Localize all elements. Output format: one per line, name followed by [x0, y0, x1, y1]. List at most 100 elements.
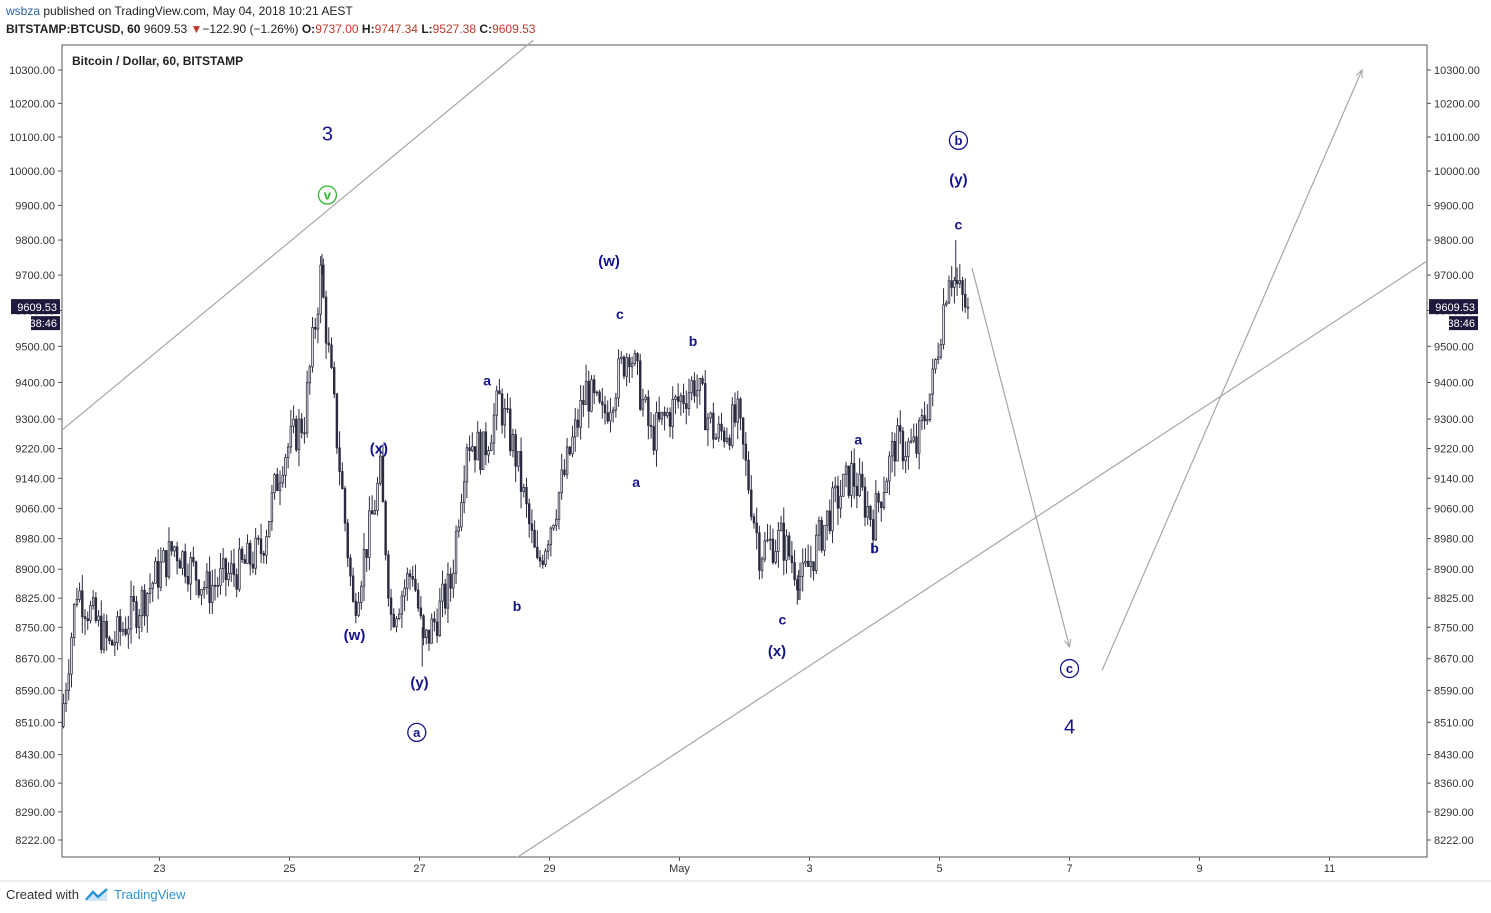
candle-body: [178, 560, 182, 569]
candle-body: [262, 553, 265, 556]
candle-body: [763, 540, 767, 560]
y-tick-label-right: 9900.00: [1434, 200, 1474, 212]
candle-body: [926, 418, 929, 422]
candle-body: [869, 505, 872, 520]
x-tick-label: 23: [153, 863, 165, 875]
y-tick-label-right: 8900.00: [1434, 564, 1474, 576]
candle-body: [690, 380, 693, 394]
wave-label-circled: a: [413, 725, 421, 740]
candle-body: [376, 482, 379, 511]
wave-label: a: [854, 431, 862, 447]
countdown-value: 38:46: [1447, 318, 1475, 330]
candle-body: [820, 520, 823, 551]
tradingview-logo-icon: [85, 887, 108, 901]
wave-label: c: [955, 216, 963, 232]
candle-body: [950, 280, 953, 288]
candle-body: [108, 637, 111, 642]
candle-body: [349, 557, 352, 577]
candle-body: [706, 417, 710, 431]
candle-body: [479, 431, 482, 470]
candle-body: [389, 597, 393, 615]
candle-body: [714, 437, 718, 440]
high-label: H:: [361, 22, 375, 36]
candle-body: [70, 637, 73, 675]
candle-body: [273, 474, 276, 494]
candle-body: [858, 473, 861, 496]
x-axis[interactable]: 23 25 27 29 May 3 5 7 9 11: [153, 857, 1335, 875]
candle-body: [701, 378, 704, 384]
candle-body: [232, 563, 236, 576]
candle-body: [598, 391, 601, 403]
candle-body: [736, 398, 739, 423]
candle-body: [584, 380, 588, 405]
y-tick-label-right: 8360.00: [1434, 778, 1474, 790]
candle-body: [351, 575, 355, 602]
y-axis[interactable]: 10300.00 10300.00 10200.00 10200.00 10100.00…: [9, 65, 1480, 847]
candle-body: [468, 447, 471, 451]
y-tick-label-right: 8750.00: [1434, 622, 1474, 634]
candle-body: [601, 401, 604, 406]
candle-body: [286, 446, 290, 459]
candle-body: [403, 587, 406, 597]
candle-body: [546, 544, 550, 552]
candle-body: [181, 551, 184, 569]
y-tick-label-right: 9220.00: [1434, 444, 1474, 456]
candle-body: [433, 618, 436, 623]
x-tick-label: 3: [806, 863, 812, 875]
candle-body: [652, 426, 655, 451]
candle-body: [292, 418, 295, 427]
y-tick-label-left: 9140.00: [15, 473, 55, 485]
candle-body: [945, 302, 948, 306]
candle-body: [473, 446, 477, 461]
candle-body: [676, 396, 680, 402]
x-tick-label: 27: [413, 863, 425, 875]
candle-body: [332, 367, 336, 395]
candle-body: [928, 393, 932, 420]
candle-body: [202, 587, 206, 590]
candle-body: [931, 368, 934, 395]
candle-body: [381, 455, 385, 503]
candle-body: [454, 530, 458, 574]
y-tick-label-right: 10200.00: [1434, 98, 1480, 110]
y-tick-label-left: 8430.00: [15, 750, 55, 762]
candle-body: [449, 573, 452, 589]
candle-body: [227, 572, 230, 581]
candle-body: [94, 597, 98, 621]
tradingview-brand-text[interactable]: TradingView: [113, 887, 186, 902]
x-tick-label: 29: [543, 863, 555, 875]
candle-body: [316, 313, 320, 330]
candle-body: [162, 550, 165, 563]
candle-body: [170, 541, 173, 552]
candle-body: [871, 519, 875, 541]
price-badge: [1429, 299, 1478, 315]
candle-body: [124, 628, 127, 635]
candle-body: [557, 492, 561, 520]
candle-body: [308, 366, 312, 384]
candle-body: [828, 510, 832, 532]
candle-body: [620, 356, 623, 360]
candle-body: [809, 561, 813, 567]
candle-body: [476, 431, 479, 461]
candle-body: [64, 689, 68, 704]
wave-label: (w): [598, 253, 620, 270]
tradingview-link[interactable]: TradingView: [85, 887, 186, 902]
candle-body: [462, 481, 466, 504]
candle-body: [481, 431, 485, 470]
y-tick-label-left: 10200.00: [9, 98, 55, 110]
candle-body: [471, 446, 474, 451]
candle-body: [844, 465, 848, 475]
wave-label: (w): [344, 627, 366, 644]
author-username[interactable]: wsbza: [6, 4, 41, 18]
candle-body: [208, 571, 211, 603]
projection-arrow: [971, 267, 1070, 647]
x-tick-label: May: [669, 863, 690, 875]
candle-body: [890, 441, 894, 457]
candle-body: [435, 621, 439, 636]
candle-body: [119, 616, 122, 632]
candle-body: [888, 455, 891, 482]
candle-body: [110, 640, 114, 646]
candle-body: [406, 573, 409, 589]
candle-body: [917, 420, 921, 454]
candle-body: [582, 400, 585, 405]
